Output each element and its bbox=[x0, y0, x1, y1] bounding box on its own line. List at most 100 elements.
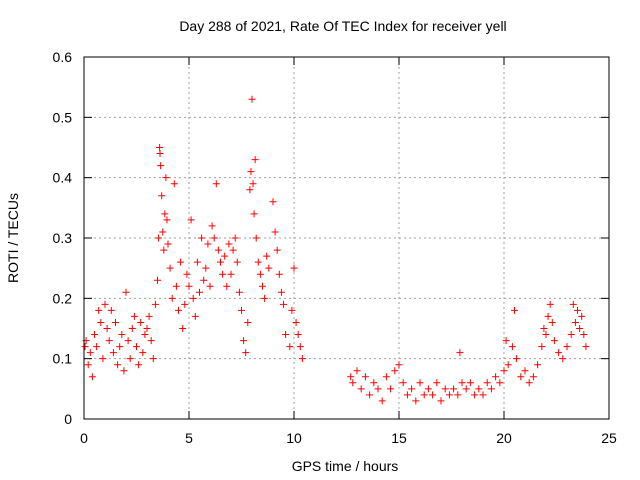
y-tick-label: 0.6 bbox=[53, 49, 73, 65]
data-point bbox=[277, 288, 285, 296]
data-point bbox=[235, 288, 243, 296]
x-tick-label: 10 bbox=[286, 430, 302, 446]
data-point bbox=[139, 349, 147, 357]
data-point bbox=[548, 318, 556, 326]
data-point bbox=[416, 379, 424, 387]
data-point bbox=[574, 306, 581, 314]
data-point bbox=[193, 258, 201, 266]
data-point bbox=[200, 276, 208, 284]
y-tick-label: 0.5 bbox=[53, 109, 73, 125]
data-point bbox=[349, 379, 357, 387]
y-axis-label: ROTI / TECUs bbox=[5, 193, 21, 283]
data-point bbox=[157, 162, 165, 170]
data-point bbox=[84, 361, 92, 369]
data-point bbox=[534, 361, 542, 369]
data-point bbox=[202, 264, 210, 272]
data-point bbox=[233, 258, 241, 266]
data-point bbox=[298, 355, 306, 363]
data-point bbox=[521, 367, 529, 375]
data-point bbox=[288, 306, 296, 314]
data-point bbox=[286, 343, 294, 351]
grid bbox=[84, 57, 609, 419]
data-point bbox=[370, 379, 378, 387]
data-point bbox=[247, 168, 255, 176]
data-point bbox=[269, 198, 277, 206]
y-tick-label: 0.2 bbox=[53, 290, 73, 306]
data-point bbox=[471, 391, 479, 399]
data-point bbox=[546, 300, 554, 308]
data-point bbox=[529, 373, 537, 381]
data-point bbox=[466, 379, 474, 387]
data-point bbox=[251, 156, 259, 164]
data-point bbox=[175, 306, 182, 314]
data-point bbox=[95, 306, 103, 314]
data-point bbox=[544, 312, 552, 320]
data-point bbox=[159, 228, 167, 236]
data-point bbox=[437, 397, 445, 405]
x-tick-label: 15 bbox=[391, 430, 407, 446]
data-point bbox=[450, 385, 458, 393]
data-point bbox=[483, 379, 491, 387]
data-point bbox=[567, 331, 575, 339]
data-point bbox=[135, 361, 143, 369]
data-point bbox=[158, 192, 166, 200]
data-point bbox=[429, 391, 437, 399]
data-point bbox=[217, 258, 224, 266]
data-point bbox=[177, 258, 185, 266]
data-point bbox=[189, 294, 197, 302]
data-point bbox=[479, 391, 487, 399]
data-point bbox=[170, 180, 178, 188]
data-point bbox=[353, 367, 361, 375]
data-point bbox=[141, 331, 149, 339]
data-point bbox=[403, 391, 411, 399]
data-point bbox=[156, 150, 164, 158]
data-point bbox=[259, 282, 266, 290]
data-point bbox=[273, 246, 281, 254]
data-point bbox=[225, 240, 233, 248]
data-point bbox=[542, 331, 550, 339]
data-point bbox=[130, 312, 138, 320]
data-point bbox=[290, 264, 298, 272]
data-point bbox=[441, 385, 449, 393]
data-point bbox=[487, 385, 495, 393]
data-point bbox=[229, 246, 237, 254]
data-point bbox=[147, 337, 155, 345]
data-point bbox=[128, 325, 136, 332]
data-point bbox=[155, 234, 163, 242]
data-point bbox=[212, 180, 220, 188]
data-point bbox=[263, 252, 271, 260]
data-point bbox=[187, 216, 195, 224]
data-point bbox=[420, 391, 428, 399]
y-tick-label: 0.1 bbox=[53, 351, 73, 367]
data-point bbox=[395, 361, 403, 369]
x-tick-label: 0 bbox=[80, 430, 88, 446]
data-point bbox=[282, 331, 290, 339]
data-points bbox=[81, 95, 590, 405]
data-point bbox=[99, 355, 107, 363]
data-point bbox=[475, 385, 483, 393]
data-point bbox=[296, 343, 304, 351]
data-point bbox=[91, 331, 98, 339]
data-point bbox=[231, 234, 239, 242]
data-point bbox=[151, 300, 159, 308]
data-point bbox=[265, 264, 273, 272]
data-point bbox=[196, 288, 203, 296]
data-point bbox=[462, 385, 470, 393]
y-tick-label: 0 bbox=[64, 411, 72, 427]
data-point bbox=[366, 391, 374, 399]
data-point bbox=[86, 349, 94, 357]
x-tick-label: 25 bbox=[601, 430, 617, 446]
data-point bbox=[252, 234, 260, 242]
data-point bbox=[571, 318, 579, 326]
data-point bbox=[109, 349, 117, 357]
data-point bbox=[412, 397, 420, 405]
data-point bbox=[454, 391, 462, 399]
data-point bbox=[137, 318, 145, 326]
data-point bbox=[122, 288, 130, 296]
data-point bbox=[124, 337, 132, 345]
data-point bbox=[198, 234, 206, 242]
data-point bbox=[292, 318, 300, 326]
data-point bbox=[126, 355, 134, 363]
data-point bbox=[185, 282, 193, 290]
